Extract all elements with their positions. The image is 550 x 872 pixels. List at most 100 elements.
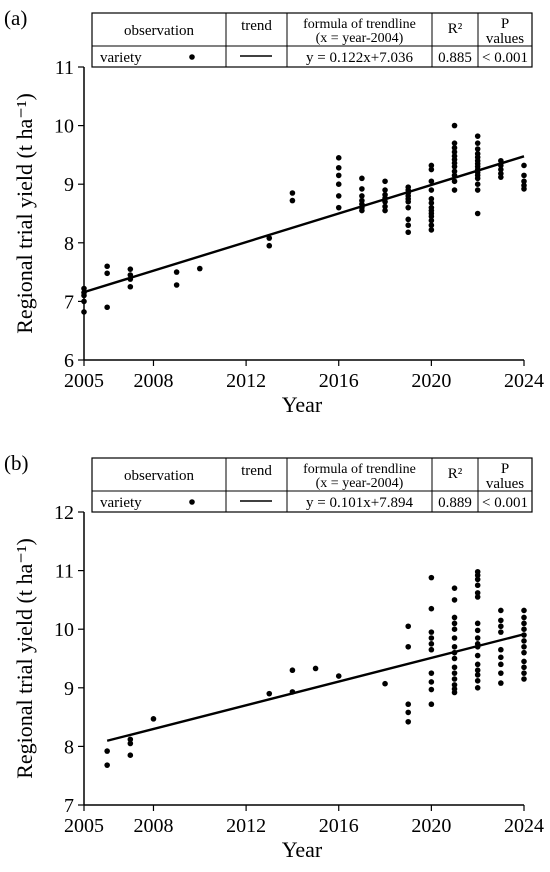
data-point [451, 149, 458, 155]
data-point [127, 272, 134, 278]
data-point [451, 122, 458, 129]
y-tick-label: 9 [64, 174, 74, 196]
data-point [498, 166, 504, 173]
data-point [428, 701, 435, 708]
data-point [405, 204, 412, 211]
data-point [521, 658, 527, 665]
data-point [173, 269, 180, 275]
legend-row-r2: 0.889 [438, 495, 472, 511]
data-point [335, 204, 342, 211]
data-point [127, 740, 134, 747]
data-point [428, 670, 435, 676]
data-point [382, 680, 388, 687]
data-point [127, 276, 134, 282]
data-point [428, 217, 435, 224]
data-point [104, 270, 110, 277]
data-point [521, 670, 527, 676]
data-point [521, 676, 527, 682]
legend-table-border [91, 457, 533, 513]
data-point [266, 235, 273, 241]
y-axis-title: Regional trial yield (t ha⁻¹) [12, 93, 37, 334]
data-point [359, 207, 365, 214]
trend-line [106, 633, 525, 742]
data-point [474, 652, 481, 659]
legend-header-r2: R² [448, 21, 463, 37]
data-point [382, 203, 388, 210]
data-point [451, 670, 458, 676]
panel-label: (a) [4, 6, 27, 30]
data-point [428, 679, 435, 685]
data-point [127, 283, 134, 290]
data-point [474, 643, 481, 650]
data-point [474, 590, 481, 596]
x-tick-label: 2012 [226, 815, 266, 837]
data-point [451, 187, 458, 193]
y-tick-label: 7 [64, 795, 74, 817]
x-tick-label: 2008 [133, 370, 173, 392]
data-point [451, 178, 458, 185]
data-point [474, 661, 481, 668]
data-point [405, 701, 412, 708]
legend-row-p: < 0.001 [482, 495, 528, 511]
legend-marker-dot [189, 54, 195, 60]
data-point [451, 620, 458, 627]
data-point [498, 629, 504, 635]
data-point [405, 643, 412, 650]
data-point [405, 229, 412, 236]
data-point [451, 664, 458, 671]
x-tick-label: 2024 [504, 815, 544, 837]
legend-header-r2: R² [448, 466, 463, 482]
data-point [405, 709, 412, 716]
legend-table-border [91, 12, 533, 68]
panel-label: (b) [4, 451, 29, 475]
data-point [428, 187, 435, 193]
data-point [498, 670, 504, 676]
data-point [382, 187, 388, 193]
x-tick-label: 2016 [319, 815, 359, 837]
data-point [405, 216, 412, 223]
data-point [451, 614, 458, 621]
y-tick-label: 8 [64, 233, 74, 255]
x-tick-label: 2020 [411, 815, 451, 837]
data-point [451, 689, 458, 696]
data-point [474, 572, 481, 579]
x-axis-title: Year [282, 837, 323, 862]
data-point [474, 677, 481, 684]
data-point [451, 643, 458, 650]
data-point [474, 576, 481, 583]
data-point [474, 175, 481, 182]
legend-header-trend: trend [241, 18, 272, 34]
x-tick-label: 2016 [319, 370, 359, 392]
data-point [521, 614, 527, 621]
data-point [289, 197, 296, 204]
data-point [81, 298, 87, 305]
data-point [498, 607, 504, 614]
data-point [521, 638, 527, 644]
data-point [428, 178, 435, 185]
data-point [498, 654, 504, 661]
data-point [405, 198, 412, 205]
data-point [521, 172, 527, 179]
data-point [521, 607, 527, 614]
x-tick-label: 2005 [64, 370, 104, 392]
legend-header-observation: observation [124, 23, 194, 39]
data-point [173, 282, 180, 288]
legend-row-p: < 0.001 [482, 50, 528, 66]
legend-row-variety: variety [100, 50, 142, 66]
data-point [428, 686, 435, 693]
data-point [498, 680, 504, 686]
data-point [474, 181, 481, 187]
data-point [335, 193, 342, 199]
legend-header-observation: observation [124, 468, 194, 484]
data-point [104, 748, 110, 754]
x-axis-title: Year [282, 392, 323, 417]
data-point [104, 263, 110, 270]
legend-header-formula: formula of trendline [303, 462, 416, 477]
data-point [428, 574, 435, 581]
y-tick-label: 7 [64, 291, 74, 313]
data-point [498, 162, 504, 169]
data-point [405, 718, 412, 725]
data-point [104, 304, 110, 311]
legend-table: observation trend formula of trendline(x =… [91, 12, 533, 68]
